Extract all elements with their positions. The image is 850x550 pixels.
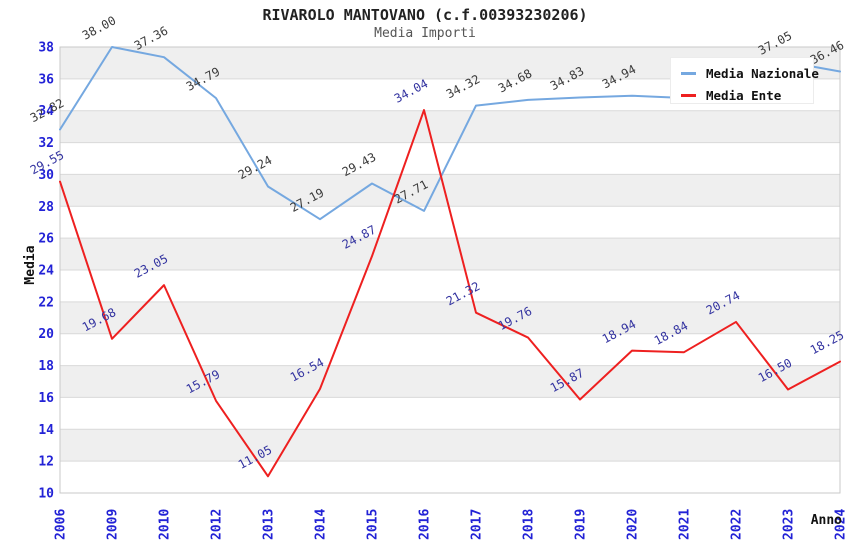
y-tick-label: 18 — [38, 359, 54, 374]
x-tick-label: 2014 — [314, 509, 329, 540]
y-tick-label: 22 — [38, 295, 54, 310]
y-axis-ticks: 10 12 14 16 18 20 22 24 26 28 30 32 34 36 38 — [38, 41, 54, 502]
data-label: 38.00 — [80, 13, 118, 42]
y-tick-label: 14 — [38, 423, 54, 438]
plot-stripes — [60, 47, 840, 462]
legend-label-media-nazionale: Media Nazionale — [706, 65, 819, 81]
x-axis-title: Anno — [811, 513, 842, 528]
x-tick-label: 2017 — [470, 509, 485, 540]
x-tick-label: 2021 — [678, 509, 693, 540]
x-tick-label: 2010 — [158, 509, 173, 540]
y-tick-label: 16 — [38, 391, 54, 406]
legend-item-media-ente: Media Ente — [681, 87, 813, 103]
y-tick-label: 36 — [38, 72, 54, 87]
stripe-band — [60, 301, 840, 334]
x-tick-label: 2022 — [730, 509, 745, 540]
x-tick-label: 2018 — [522, 509, 537, 540]
y-tick-label: 26 — [38, 232, 54, 247]
stripe-band — [60, 174, 840, 207]
x-tick-label: 2012 — [210, 509, 225, 540]
y-tick-label: 20 — [38, 327, 54, 342]
x-tick-label: 2020 — [626, 509, 641, 540]
y-tick-label: 32 — [38, 136, 54, 151]
plot-border — [59, 46, 841, 494]
stripe-band — [60, 238, 840, 270]
y-axis-title: Media — [23, 245, 38, 284]
x-tick-label: 2019 — [574, 509, 589, 540]
y-tick-label: 38 — [38, 41, 54, 56]
stripe-band — [60, 429, 840, 462]
chart-subtitle: Media Importi — [374, 26, 476, 41]
legend-line-sample-media-ente — [681, 93, 696, 97]
legend-line-sample-media-nazionale — [681, 71, 696, 75]
legend-item-media-nazionale: Media Nazionale — [681, 65, 819, 81]
y-tick-label: 24 — [38, 264, 54, 279]
y-tick-label: 34 — [38, 104, 54, 119]
x-tick-label: 2023 — [782, 509, 797, 540]
chart-title: RIVAROLO MANTOVANO (c.f.00393230206) — [262, 6, 588, 24]
legend: Media Nazionale Media Ente — [670, 57, 819, 104]
x-tick-label: 2016 — [418, 509, 433, 540]
x-axis-ticks: 2006 2009 2010 2012 2013 2014 2015 2016 2017 2018… — [54, 509, 849, 540]
stripe-band — [60, 365, 840, 398]
stripe-band — [60, 110, 840, 143]
x-tick-label: 2006 — [54, 509, 69, 540]
x-tick-label: 2013 — [262, 509, 277, 540]
y-tick-label: 12 — [38, 455, 54, 470]
x-tick-label: 2024 — [834, 509, 849, 540]
data-label: 34.04 — [392, 76, 430, 105]
y-tick-label: 30 — [38, 168, 54, 183]
y-tick-label: 10 — [38, 487, 54, 502]
x-tick-label: 2015 — [366, 509, 381, 540]
y-tick-label: 28 — [38, 200, 54, 215]
series-line-media-ente — [59, 109, 841, 478]
legend-label-media-ente: Media Ente — [706, 87, 782, 103]
x-tick-label: 2009 — [106, 509, 121, 540]
